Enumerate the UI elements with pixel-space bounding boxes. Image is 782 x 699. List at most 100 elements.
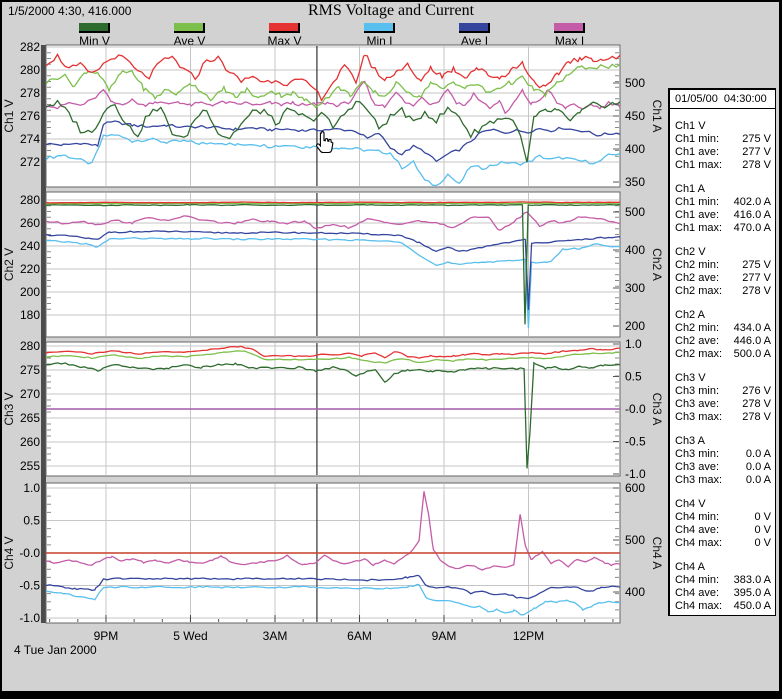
- stat-label: Ch1 max:: [675, 222, 723, 234]
- panel-group-ch4-v: Ch4 V Ch4 min: 0 V Ch4 ave: 0 V Ch4 max: 0 V: [675, 498, 771, 550]
- y-tick-label: 180: [20, 308, 40, 322]
- panel-group-ch3-a: Ch3 A Ch3 min: 0.0 A Ch3 ave: 0.0 A Ch3 max: 0…: [675, 435, 771, 487]
- left-axis-title: Ch1 V: [2, 99, 16, 132]
- y-tick-label: 0.5: [23, 514, 40, 528]
- panel-stat-row: Ch4 ave: 395.0 A: [675, 587, 771, 600]
- stat-label: Ch4 ave:: [675, 587, 720, 599]
- cursor-readout: 1/5/2000 4:30, 416.000: [8, 4, 132, 18]
- stat-value: 0 V: [754, 524, 771, 536]
- stat-label: Ch1 ave:: [675, 146, 720, 158]
- series-line-ave-i: [45, 574, 621, 600]
- y-tick-label: -1.0: [19, 611, 40, 625]
- stat-value: 278 V: [742, 159, 771, 171]
- panel-stat-row: Ch2 max: 500.0 A: [675, 348, 771, 361]
- panel-stat-row: Ch4 max: 450.0 A: [675, 600, 771, 613]
- panel-group-header: Ch2 A: [675, 309, 705, 321]
- series-line-max-i: [45, 491, 621, 571]
- page-title: RMS Voltage and Current: [307, 2, 475, 19]
- panel-stat-row: Ch1 max: 278 V: [675, 159, 771, 172]
- stat-value: 402.0 A: [733, 196, 771, 208]
- plot-ch1-v: 282 280 278 276 274 272 500 450 400 350 Ch1 V Ch1 A: [2, 40, 664, 189]
- series-line-max-v: [45, 53, 621, 102]
- panel-group-ch1-a: Ch1 A Ch1 min: 402.0 A Ch1 ave: 416.0 A Ch1 m…: [675, 183, 771, 235]
- stat-value: 0 V: [754, 511, 771, 523]
- window-border: [0, 0, 782, 2]
- x-tick-label: 3AM: [263, 629, 288, 643]
- left-axis-title: Ch2 V: [2, 248, 16, 281]
- start-date-label: 4 Tue Jan 2000: [14, 643, 97, 657]
- stat-value: 470.0 A: [733, 222, 771, 234]
- stat-label: Ch2 ave:: [675, 272, 720, 284]
- x-tick-label: 9AM: [432, 629, 457, 643]
- panel-group-header: Ch3 V: [675, 372, 706, 384]
- panel-group-header: Ch4 A: [675, 561, 705, 573]
- stat-value: 0.0 A: [745, 474, 771, 486]
- stat-value: 416.0 A: [733, 209, 771, 221]
- series-line-min-v: [45, 99, 621, 163]
- stat-value: 278 V: [742, 411, 771, 423]
- left-axis-title: Ch3 V: [2, 392, 16, 425]
- panel-stat-row: Ch1 max: 470.0 A: [675, 222, 771, 235]
- y-tick-label: 275: [20, 363, 40, 377]
- a-tick-label: 600: [625, 481, 645, 495]
- y-tick-label: -0.5: [19, 579, 40, 593]
- a-tick-label: -0.5: [625, 435, 646, 449]
- stat-label: Ch2 max:: [675, 348, 723, 360]
- legend-swatch: [554, 23, 585, 33]
- plot-ch4-v: 1.0 0.5 -0.0 -0.5 -1.0 600 500 400 9PM 5 Wed 3AM 6A…: [2, 481, 664, 643]
- x-tick-label: 9PM: [94, 629, 119, 643]
- stat-value: 500.0 A: [733, 348, 771, 360]
- series-line-max-i: [45, 211, 621, 231]
- a-tick-label: 400: [625, 585, 645, 599]
- series-line-min-i: [45, 236, 621, 329]
- stat-label: Ch4 max:: [675, 600, 723, 612]
- stat-value: 277 V: [742, 146, 771, 158]
- y-tick-label: 280: [20, 339, 40, 353]
- right-axis-title: Ch3 A: [650, 393, 664, 426]
- panel-timestamp: 01/05/00 04:30:00: [675, 93, 767, 105]
- panel-group-header: Ch4 V: [675, 498, 706, 510]
- series-line-max-v: [45, 201, 620, 204]
- stat-label: Ch2 min:: [675, 259, 720, 271]
- stat-value: 446.0 A: [733, 335, 771, 347]
- y-tick-label: 278: [20, 86, 40, 100]
- stat-label: Ch3 ave:: [675, 461, 720, 473]
- stat-label: Ch1 min:: [675, 133, 720, 145]
- panel-stat-row: Ch2 min: 275 V: [675, 259, 771, 272]
- y-tick-label: 270: [20, 387, 40, 401]
- plot-ch3-v: 280 275 270 265 260 255 1.0 0.5 -0.0 -0.5 -1.0 Ch3 …: [2, 337, 664, 481]
- stat-label: Ch2 ave:: [675, 335, 720, 347]
- a-tick-label: 500: [625, 76, 645, 90]
- window-border: [779, 0, 782, 699]
- y-tick-label: 280: [20, 193, 40, 207]
- legend-swatch: [459, 23, 490, 33]
- a-tick-label: 200: [625, 319, 645, 333]
- y-tick-label: 272: [20, 155, 40, 169]
- legend-swatch: [174, 23, 205, 33]
- a-tick-label: 300: [625, 281, 645, 295]
- a-tick-label: 450: [625, 109, 645, 123]
- y-tick-label: 255: [20, 459, 40, 473]
- panel-stat-row: Ch4 ave: 0 V: [675, 524, 771, 537]
- stat-label: Ch2 max:: [675, 285, 723, 297]
- a-tick-label: 0.5: [625, 370, 642, 384]
- series-line-ave-v: [45, 63, 621, 109]
- a-tick-label: 1.0: [625, 337, 642, 351]
- panel-group-header: Ch2 V: [675, 246, 706, 258]
- a-tick-label: 400: [625, 142, 645, 156]
- panel-stat-row: Ch3 ave: 278 V: [675, 398, 771, 411]
- stat-value: 278 V: [742, 285, 771, 297]
- a-tick-label: 500: [625, 205, 645, 219]
- x-tick-label: 5 Wed: [173, 629, 207, 643]
- stat-label: Ch3 ave:: [675, 398, 720, 410]
- panel-stat-row: Ch4 min: 0 V: [675, 511, 771, 524]
- stat-label: Ch3 min:: [675, 448, 720, 460]
- stat-value: 434.0 A: [733, 322, 771, 334]
- panel-group-ch3-v: Ch3 V Ch3 min: 276 V Ch3 ave: 278 V Ch3 max: 2…: [675, 372, 771, 424]
- y-axis-bar: [41, 45, 46, 623]
- series-line-min-v: [45, 361, 621, 469]
- series-line-max-i: [45, 80, 621, 115]
- stat-label: Ch1 ave:: [675, 209, 720, 221]
